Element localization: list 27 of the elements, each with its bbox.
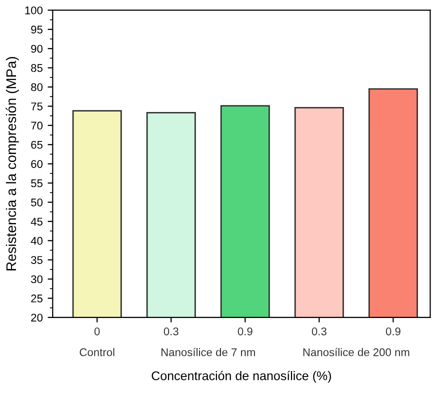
x-tick-label: 0 [94, 327, 100, 336]
x-tick-label: 0.9 [386, 327, 400, 336]
y-tick-label: 45 [30, 218, 42, 226]
x-tick-label: 0.3 [312, 327, 326, 336]
y-tick-label: 50 [31, 198, 43, 206]
text: Control [80, 348, 114, 356]
y-tick-label: 20 [31, 314, 43, 322]
y-tick-label: 25 [31, 294, 42, 302]
y-tick-label: 35 [31, 256, 42, 264]
y-tick-label: 65 [31, 140, 42, 149]
x-tick-label: 0.3 [164, 327, 178, 336]
y-axis-title: Resistencia a la compresión (MPa) [6, 56, 19, 270]
y-tick-label: 70 [31, 122, 43, 130]
y-tick-label: 40 [30, 236, 43, 245]
y-tick-label: 95 [31, 26, 42, 34]
x-tick-label: 0.9 [238, 327, 252, 336]
x-axis-title: Concentración de nanosílice (%) [152, 370, 332, 383]
y-tick-label: 60 [31, 160, 43, 168]
y-tick-label: 90 [31, 44, 43, 53]
y-tick-label: 80 [31, 83, 43, 92]
y-tick-label: 85 [31, 64, 42, 72]
y-tick-label: 75 [31, 102, 42, 110]
text: Nanosílice de 200 nm [303, 348, 410, 356]
y-tick-label: 100 [25, 6, 43, 14]
y-tick-label: 30 [31, 275, 43, 284]
y-tick-label: 55 [31, 179, 42, 188]
text: Nanosílice de 7 nm [161, 348, 255, 356]
